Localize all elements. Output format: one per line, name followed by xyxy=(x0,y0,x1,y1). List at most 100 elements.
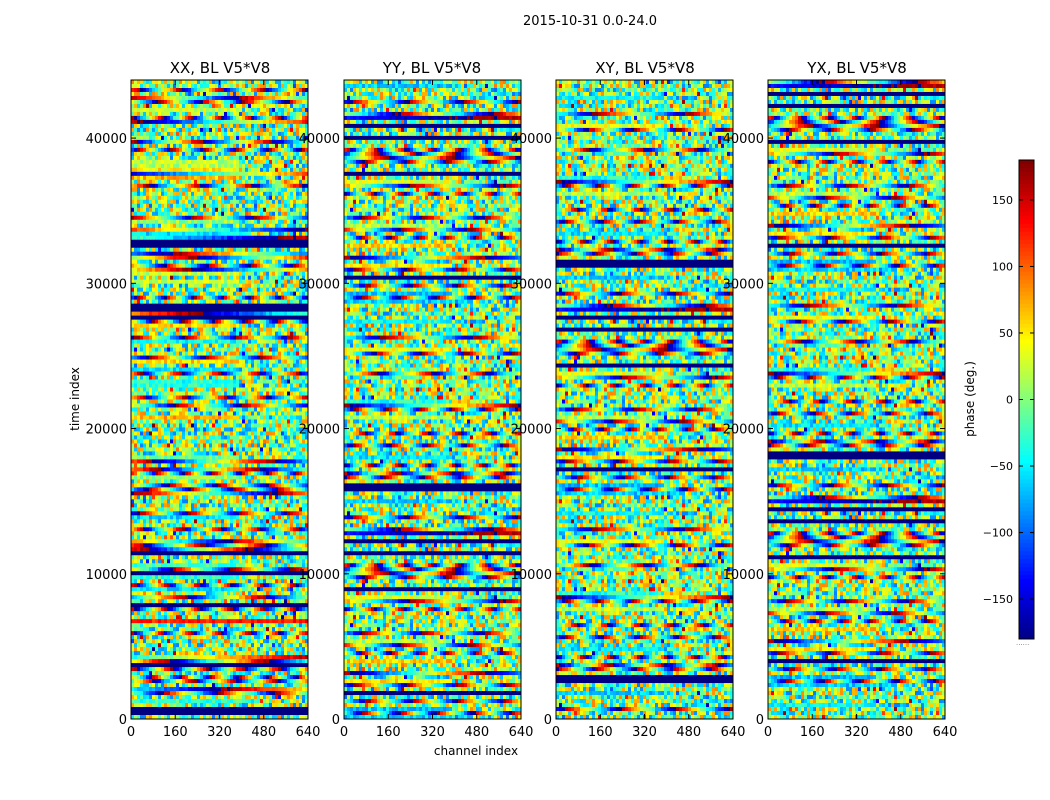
heatmap-cell xyxy=(224,167,228,173)
heatmap-cell xyxy=(281,127,285,133)
heatmap-cell xyxy=(272,339,276,344)
heatmap-cell xyxy=(266,191,270,197)
heatmap-cell xyxy=(299,343,303,348)
heatmap-cell xyxy=(281,351,285,356)
heatmap-cell xyxy=(140,163,144,169)
heatmap-cell xyxy=(245,275,249,281)
heatmap-cell xyxy=(209,151,213,157)
heatmap-cell xyxy=(191,183,195,189)
heatmap-cell xyxy=(212,323,216,329)
heatmap-cell xyxy=(305,291,309,297)
heatmap-cell xyxy=(221,115,225,121)
heatmap-cell xyxy=(296,379,300,384)
heatmap-cell xyxy=(236,187,240,193)
heatmap-cell xyxy=(269,195,273,201)
heatmap-cell xyxy=(182,407,186,412)
heatmap-cell xyxy=(131,131,135,137)
heatmap-cell xyxy=(170,331,174,336)
heatmap-cell xyxy=(173,323,177,329)
heatmap-cell xyxy=(227,195,231,201)
heatmap-cell xyxy=(269,179,273,185)
heatmap-cell xyxy=(230,119,234,125)
heatmap-cell xyxy=(239,271,243,277)
heatmap-cell xyxy=(212,283,216,289)
heatmap-cell xyxy=(170,391,174,396)
heatmap-cell xyxy=(131,115,135,121)
heatmap-cell xyxy=(290,203,294,209)
heatmap-cell xyxy=(164,383,168,388)
heatmap-cell xyxy=(290,135,294,141)
heatmap-cell xyxy=(155,275,159,281)
heatmap-cell xyxy=(215,351,219,356)
heatmap-cell xyxy=(245,251,249,257)
heatmap-cell xyxy=(242,299,246,305)
heatmap-cell xyxy=(137,151,141,157)
heatmap-cell xyxy=(230,107,234,113)
heatmap-cell xyxy=(212,363,216,368)
heatmap-cell xyxy=(251,187,255,193)
heatmap-cell xyxy=(167,291,171,297)
heatmap-cell xyxy=(143,339,147,344)
heatmap-cell xyxy=(293,155,297,161)
heatmap-cell xyxy=(155,103,159,109)
heatmap-cell xyxy=(278,283,282,289)
heatmap-cell xyxy=(275,359,279,364)
heatmap-cell xyxy=(251,403,255,408)
heatmap-cell xyxy=(269,139,273,145)
heatmap-cell xyxy=(185,231,189,237)
heatmap-cell xyxy=(179,283,183,289)
heatmap-cell xyxy=(269,223,273,229)
heatmap-cell xyxy=(236,407,240,412)
heatmap-cell xyxy=(278,339,282,344)
heatmap-cell xyxy=(266,143,270,149)
heatmap-cell xyxy=(269,147,273,153)
heatmap-cell xyxy=(179,239,183,245)
heatmap-cell xyxy=(176,139,180,145)
heatmap-cell xyxy=(269,371,273,376)
heatmap-cell xyxy=(170,231,174,237)
heatmap-cell xyxy=(233,391,237,396)
heatmap-cell xyxy=(155,339,159,344)
heatmap-cell xyxy=(191,363,195,368)
heatmap-cell xyxy=(164,131,168,137)
heatmap-cell xyxy=(203,359,207,364)
heatmap-cell xyxy=(137,195,141,201)
heatmap-cell xyxy=(155,267,159,273)
heatmap-cell xyxy=(284,403,288,408)
heatmap-cell xyxy=(173,387,177,392)
heatmap-cell xyxy=(212,287,216,293)
heatmap-cell xyxy=(137,327,141,332)
heatmap-cell xyxy=(179,191,183,197)
heatmap-cell xyxy=(146,143,150,149)
heatmap-cell xyxy=(302,331,306,336)
heatmap-cell xyxy=(266,167,270,173)
heatmap-cell xyxy=(296,267,300,273)
heatmap-cell xyxy=(158,147,162,153)
heatmap-cell xyxy=(257,271,261,277)
heatmap-cell xyxy=(281,235,285,241)
heatmap-cell xyxy=(197,311,201,317)
heatmap-cell xyxy=(158,347,162,352)
heatmap-cell xyxy=(251,91,255,97)
heatmap-cell xyxy=(224,391,228,396)
heatmap-cell xyxy=(251,291,255,297)
heatmap-cell xyxy=(179,275,183,281)
heatmap-cell xyxy=(152,247,156,253)
heatmap-cell xyxy=(215,135,219,141)
heatmap-cell xyxy=(254,367,258,372)
heatmap-cell xyxy=(194,355,198,360)
heatmap-cell xyxy=(227,107,231,113)
heatmap-cell xyxy=(197,135,201,141)
heatmap-cell xyxy=(155,119,159,125)
heatmap-cell xyxy=(185,155,189,161)
heatmap-cell xyxy=(140,199,144,205)
heatmap-cell xyxy=(281,215,285,221)
heatmap-cell xyxy=(278,311,282,317)
heatmap-cell xyxy=(299,307,303,313)
heatmap-cell xyxy=(224,99,228,105)
heatmap-cell xyxy=(242,171,246,177)
heatmap-cell xyxy=(215,155,219,161)
heatmap-cell xyxy=(302,315,306,321)
heatmap-cell xyxy=(158,139,162,145)
heatmap-cell xyxy=(260,311,264,317)
